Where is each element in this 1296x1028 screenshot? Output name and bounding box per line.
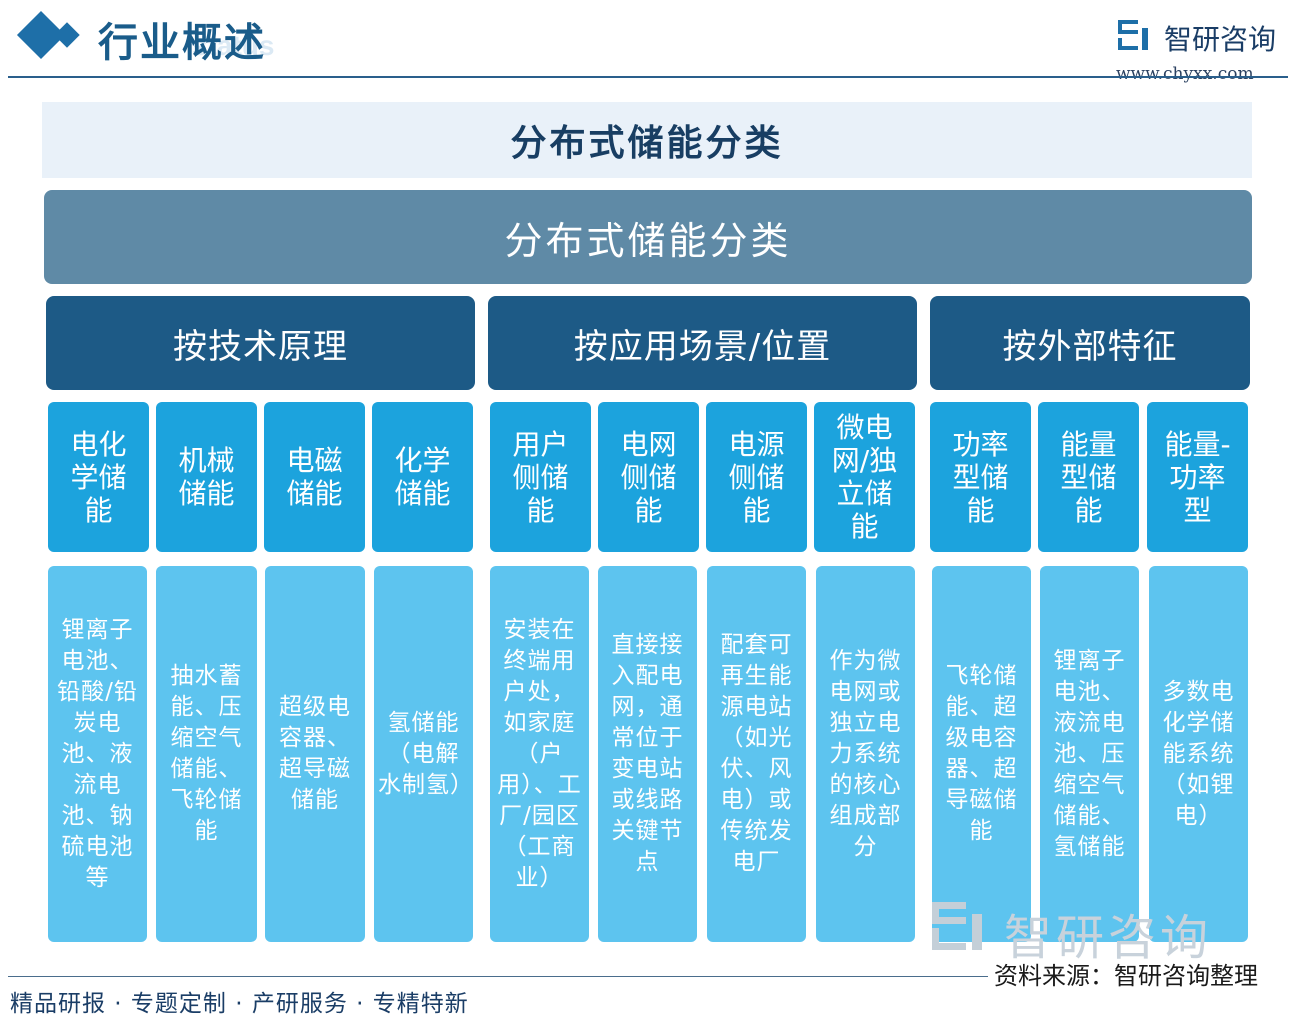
desc-source-side: 配套可再生能源电站（如光伏、风电）或传统发电厂 [707,566,806,942]
desc-label: 配套可再生能源电站（如光伏、风电）或传统发电厂 [720,632,793,875]
main-title: 分布式储能分类 [510,123,784,164]
type-label: 能量-功率型 [1164,427,1231,527]
desc-label: 飞轮储能、超级电容器、超导磁储能 [945,663,1018,844]
logo-url: www.chyxx.com [1116,64,1254,84]
desc-label: 锂离子电池、铅酸/铅炭电池、液流电池、钠硫电池等 [57,616,138,891]
type-label: 功率型储能 [952,427,1009,527]
type-label: 电网侧储能 [620,427,677,527]
desc-grid-side: 直接接入配电网，通常位于变电站或线路关键节点 [598,566,697,942]
diamond-small-icon [54,22,80,48]
type-power: 功率型储能 [930,402,1031,552]
footer-divider [8,976,988,977]
desc-label: 超级电容器、超导磁储能 [279,694,351,813]
type-energy: 能量型储能 [1038,402,1139,552]
category-external-features: 按外部特征 [930,296,1250,390]
page-title: 行业概述 [98,20,266,66]
category-technical-principle: 按技术原理 [46,296,475,390]
type-label: 用户侧储能 [512,427,569,527]
type-source-side: 电源侧储能 [706,402,807,552]
desc-user-side: 安装在终端用户处，如家庭（户用）、工厂/园区（工商业） [490,566,589,942]
type-electrochemical: 电化学储能 [48,402,149,552]
type-chemical: 化学储能 [372,402,473,552]
watermark-logo-icon [932,902,990,952]
desc-label: 锂离子电池、液流电池、压缩空气储能、氢储能 [1053,647,1126,860]
category-label: 按技术原理 [173,326,348,367]
logo-name: 智研咨询 [1164,23,1277,56]
source-note: 资料来源：智研咨询整理 [994,962,1258,990]
type-label: 微电网/独立储能 [831,411,898,543]
watermark: 智研咨询 [932,898,1272,966]
category-application-scenario: 按应用场景/位置 [488,296,917,390]
main-title-band: 分布式储能分类 [42,102,1252,178]
logo-mark-icon [1118,20,1152,54]
type-grid-side: 电网侧储能 [598,402,699,552]
desc-label: 多数电化学储能系统（如锂电） [1162,678,1235,829]
desc-energy: 锂离子电池、液流电池、压缩空气储能、氢储能 [1040,566,1139,942]
type-mechanical: 机械储能 [156,402,257,552]
desc-label: 作为微电网或独立电力系统的核心组成部分 [829,647,902,860]
type-label: 化学储能 [394,444,451,510]
category-label: 按外部特征 [1002,326,1178,367]
desc-label: 抽水蓄能、压缩空气储能、飞轮储能 [170,663,243,844]
category-label: 按应用场景/位置 [573,326,832,367]
desc-power: 飞轮储能、超级电容器、超导磁储能 [932,566,1031,942]
desc-microgrid: 作为微电网或独立电力系统的核心组成部分 [816,566,915,942]
diagram-root-label: 分布式储能分类 [504,218,792,263]
desc-mechanical: 抽水蓄能、压缩空气储能、飞轮储能 [156,566,257,942]
type-label: 电化学储能 [70,427,127,527]
watermark-text: 智研咨询 [1004,910,1213,966]
type-label: 电磁储能 [286,444,343,510]
footer-tagline: 精品研报 · 专题定制 · 产研服务 · 专精特新 [10,991,469,1017]
type-label: 电源侧储能 [728,427,785,527]
desc-electromagnetic: 超级电容器、超导磁储能 [265,566,365,942]
type-user-side: 用户侧储能 [490,402,591,552]
desc-chemical: 氢储能（电解水制氢） [374,566,473,942]
desc-label: 直接接入配电网，通常位于变电站或线路关键节点 [611,632,684,875]
title-ghost-text: status [192,30,275,61]
header-divider [8,76,1288,78]
type-electromagnetic: 电磁储能 [264,402,365,552]
type-label: 能量型储能 [1060,427,1117,527]
desc-energy-power: 多数电化学储能系统（如锂电） [1149,566,1248,942]
type-label: 机械储能 [178,444,235,510]
desc-label: 安装在终端用户处，如家庭（户用）、工厂/园区（工商业） [497,616,582,891]
type-energy-power: 能量-功率型 [1147,402,1248,552]
diagram-root: 分布式储能分类 [44,190,1252,284]
header: status 行业概述 智研咨询 www.chyxx.com [0,0,1296,84]
desc-electrochemical: 锂离子电池、铅酸/铅炭电池、液流电池、钠硫电池等 [48,566,147,942]
desc-label: 氢储能（电解水制氢） [378,709,473,798]
type-microgrid: 微电网/独立储能 [814,402,915,552]
